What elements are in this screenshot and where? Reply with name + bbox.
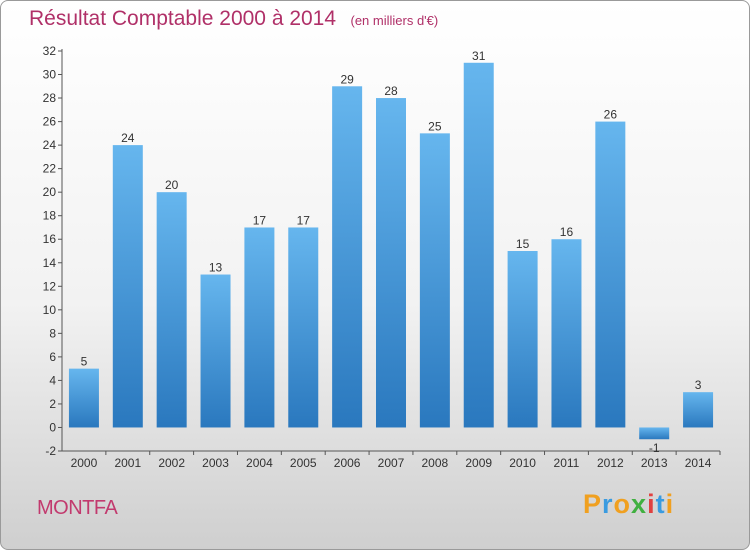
bar-value-labels: 5 24 20 13 17 17 29 28 25 31 15 16 26 -1 3 (81, 49, 702, 455)
chart-unit: (en milliers d'€) (350, 13, 439, 28)
x-tick-label: 2007 (378, 456, 405, 470)
x-tick-label: 2004 (246, 456, 273, 470)
x-tick-label: 2009 (465, 456, 492, 470)
bar (112, 145, 143, 428)
x-tick-label: 2014 (685, 456, 712, 470)
y-tick-label: 20 (43, 185, 57, 199)
y-tick-label: 4 (49, 373, 56, 387)
bars (68, 62, 714, 440)
bar-value-label: 16 (560, 225, 574, 239)
y-tick-label: 16 (43, 232, 57, 246)
y-tick-label: 2 (49, 397, 56, 411)
bar-value-label: 15 (516, 237, 530, 251)
y-tick-label: 6 (49, 350, 56, 364)
bar-value-label: 29 (340, 72, 354, 86)
y-tick-label: 12 (43, 279, 57, 293)
x-tick-label: 2011 (554, 456, 580, 470)
proxiti-logo: Proxiti (583, 489, 674, 520)
y-tick-label: 10 (43, 303, 57, 317)
bar (639, 427, 670, 440)
y-tick-label: 0 (49, 420, 56, 434)
logo-letter: P (583, 489, 603, 519)
bar (463, 62, 494, 428)
y-tick-label: 8 (49, 326, 56, 340)
y-tick-label: 30 (43, 68, 57, 82)
y-tick-label: 26 (43, 115, 57, 129)
x-tick-label: 2008 (422, 456, 449, 470)
x-tick-label: 2000 (71, 456, 98, 470)
bar (288, 227, 319, 428)
bar-value-label: 17 (297, 213, 311, 227)
bar (507, 251, 538, 428)
logo-letter: o (613, 489, 632, 519)
y-tick-label: 18 (43, 209, 57, 223)
y-tick-label: 32 (43, 44, 57, 58)
bar (68, 368, 99, 428)
bar (683, 392, 714, 428)
y-tick-label: 28 (43, 91, 57, 105)
x-tick-label: 2002 (158, 456, 185, 470)
bar-value-label: 28 (384, 84, 398, 98)
bar-value-label: 3 (695, 378, 702, 392)
bar-value-label: 24 (121, 131, 135, 145)
bar-value-label: 26 (604, 108, 618, 122)
commune-name: MONTFA (37, 497, 118, 519)
bar (244, 227, 275, 428)
logo-letter: t (655, 489, 666, 519)
bar-value-label: 31 (472, 49, 486, 63)
bar (595, 121, 626, 428)
x-tick-label: 2013 (641, 456, 668, 470)
x-tick-label: 2006 (334, 456, 361, 470)
bar (376, 98, 406, 428)
bar-value-label: 20 (165, 178, 179, 192)
bar (419, 133, 450, 428)
bar-value-label: -1 (649, 441, 660, 455)
chart-title-block: Résultat Comptable 2000 à 2014 (en milli… (29, 7, 438, 31)
bar (200, 274, 231, 428)
y-tick-label: 22 (43, 162, 57, 176)
bar (156, 192, 187, 428)
x-tick-label: 2010 (509, 456, 536, 470)
bar-value-label: 13 (209, 261, 223, 275)
y-tick-label: 14 (43, 256, 57, 270)
bar (332, 86, 363, 428)
logo-letter: r (602, 489, 614, 519)
y-tick-label: -2 (45, 444, 56, 458)
x-tick-label: 2003 (202, 456, 229, 470)
bar-value-label: 25 (428, 119, 442, 133)
logo-letter: i (665, 489, 675, 519)
x-tick-label: 2001 (114, 456, 141, 470)
x-tick-label: 2012 (597, 456, 624, 470)
bar-value-label: 5 (81, 355, 88, 369)
chart-title: Résultat Comptable 2000 à 2014 (29, 7, 337, 30)
logo-letter: i (647, 489, 656, 519)
logo-letter: x (631, 489, 648, 519)
bar (551, 239, 582, 428)
bar-value-label: 17 (253, 213, 267, 227)
y-tick-label: 24 (43, 138, 57, 152)
x-tick-label: 2005 (290, 456, 317, 470)
